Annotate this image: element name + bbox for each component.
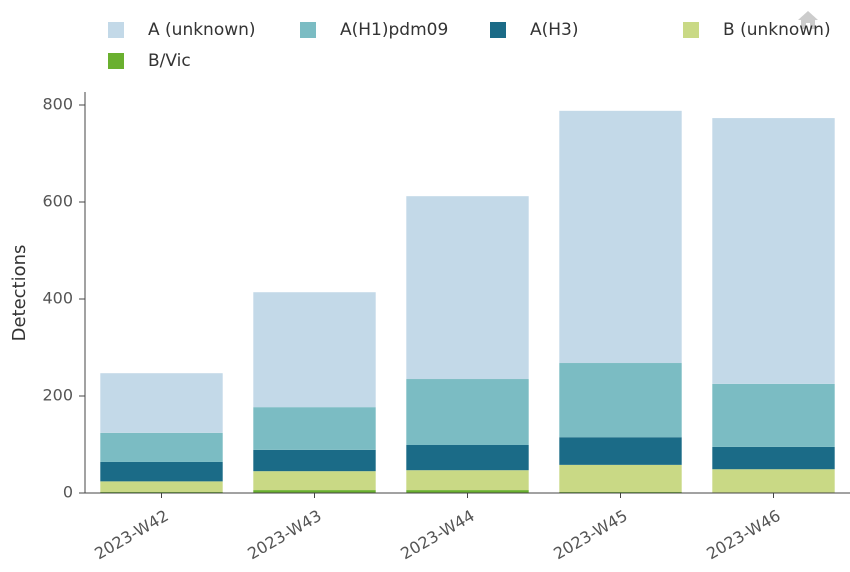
x-tick-label: 2023-W44 [397,506,478,563]
bar-segment [253,407,376,450]
legend-label: A(H3) [530,20,579,40]
bar-segment [406,490,529,493]
legend-swatch [108,53,124,69]
x-tick-label: 2023-W42 [91,506,172,563]
bar-segment [100,481,223,493]
bar-segment [253,292,376,408]
x-tick-label: 2023-W43 [244,506,325,563]
legend-swatch [108,22,124,38]
bar-segment [406,196,529,380]
y-tick-label: 200 [42,386,73,405]
y-tick-label: 0 [63,483,73,502]
legend-swatch [300,22,316,38]
legend-swatch [490,22,506,38]
home-icon[interactable] [798,11,818,29]
bar-segment [253,471,376,491]
legend-label: A (unknown) [148,20,256,40]
bar-segment [712,469,835,493]
bar-segment [712,446,835,470]
bar-segment [100,432,223,462]
x-tick-label: 2023-W45 [550,506,631,563]
bar-segment [253,449,376,472]
bar-segment [100,373,223,433]
x-tick-label: 2023-W46 [703,506,784,563]
legend-label: A(H1)pdm09 [340,20,448,40]
legend-swatch [683,22,699,38]
legend-label: B (unknown) [723,20,831,40]
y-tick-label: 600 [42,192,73,211]
y-tick-label: 800 [42,95,73,114]
bar-segment [559,464,682,493]
legend-label: B/Vic [148,51,191,71]
bar-segment [712,118,835,384]
y-axis-title: Detections [9,245,30,342]
bar-segment [253,490,376,493]
bar-segment [559,437,682,465]
bar-segment [712,383,835,447]
y-tick-label: 400 [42,289,73,308]
bar-segment [406,444,529,471]
bar-segment [559,110,682,364]
bar-segment [559,363,682,438]
bar-segment [406,379,529,445]
bar-segment [100,461,223,482]
bar-segment [406,470,529,491]
